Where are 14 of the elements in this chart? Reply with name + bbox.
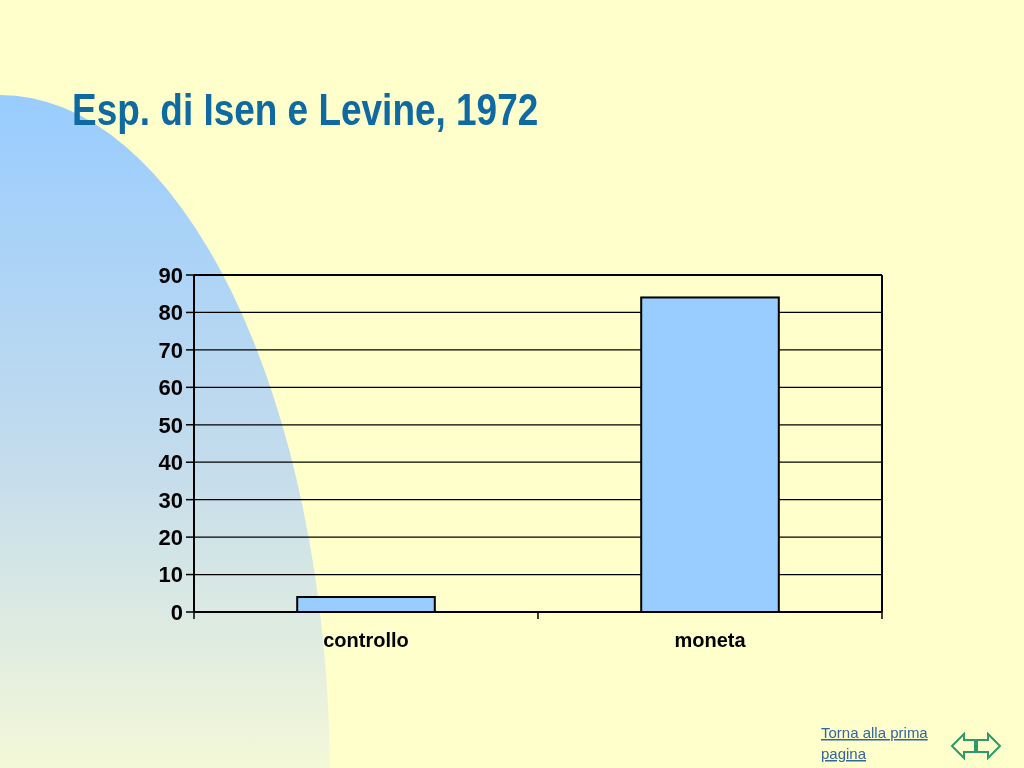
y-tick-label: 10 — [158, 562, 183, 588]
y-tick-label: 80 — [158, 300, 183, 326]
y-tick-label: 30 — [158, 487, 183, 513]
y-tick-label: 0 — [170, 599, 183, 625]
y-tick-label: 90 — [158, 262, 183, 288]
x-tick-label: controllo — [323, 629, 409, 651]
y-tick-label: 60 — [158, 375, 183, 401]
y-tick-label: 20 — [158, 525, 183, 551]
x-tick-label: moneta — [674, 629, 747, 651]
chart-title: Esp. di Isen e Levine, 1972 — [72, 84, 539, 135]
y-tick-label: 40 — [158, 450, 183, 476]
y-tick-label: 50 — [158, 412, 183, 438]
y-tick-label: 70 — [158, 337, 183, 363]
text: Torna alla prima pagina — [821, 724, 929, 762]
